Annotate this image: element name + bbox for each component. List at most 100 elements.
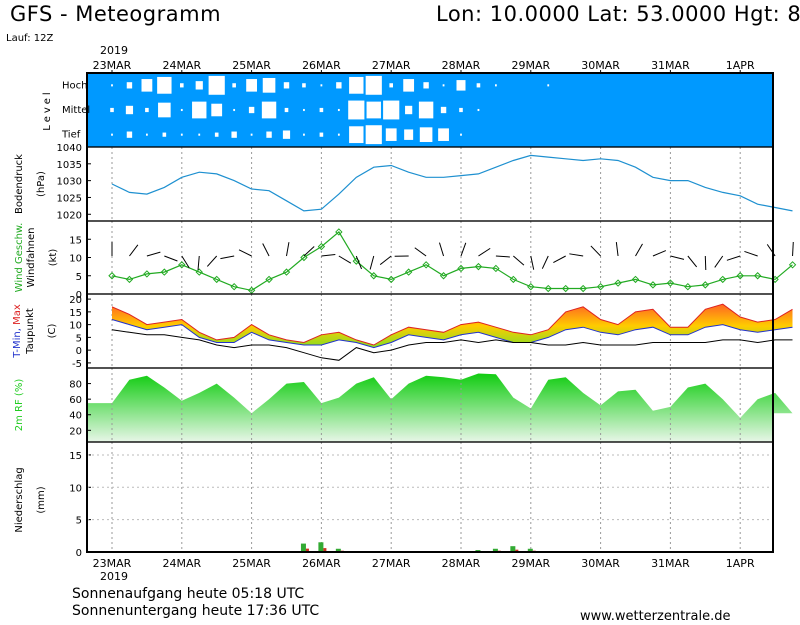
wind-speed-point-25 <box>544 284 552 293</box>
wind-barb-20 <box>460 242 467 257</box>
wind-speed-point-23 <box>509 275 518 284</box>
top-day-label-1: 24MAR <box>162 59 201 72</box>
wind-barb-3 <box>164 255 178 262</box>
cloud-cover-tief-8 <box>250 133 253 136</box>
top-day-label-7: 30MAR <box>581 59 620 72</box>
wind-barb-29 <box>615 242 619 257</box>
precip-bar-12 <box>318 542 324 552</box>
cloud-level-label-mittel: Mittel <box>62 105 90 116</box>
cloud-cover-mittel-9 <box>261 101 277 119</box>
wind-barb-5 <box>197 255 200 270</box>
cloud-cover-mittel-11 <box>303 108 305 112</box>
temp-max-line <box>111 303 793 346</box>
cloud-level-label-tief: Tief <box>61 130 81 141</box>
precip-ylabel2: (mm) <box>36 486 47 513</box>
model-run: Lauf: 12Z <box>6 33 54 44</box>
wind-speed-point-24 <box>527 282 535 291</box>
precip-bar-red-11 <box>305 548 309 552</box>
cloud-cover-mittel-21 <box>477 108 480 112</box>
wind-barb-1 <box>129 244 139 257</box>
temp-ylabel: T-Min, Max <box>12 304 23 359</box>
wind-speed-point-11 <box>300 253 308 262</box>
wind-speed-point-20 <box>457 264 465 273</box>
wind-speed-point-30 <box>631 275 640 284</box>
top-day-label-8: 31MAR <box>651 59 690 72</box>
cloud-cover-mittel-15 <box>366 101 381 119</box>
temp-range-fill <box>112 304 793 348</box>
top-day-label-3: 26MAR <box>302 59 341 72</box>
bottom-day-label-0: 23MAR <box>93 557 132 570</box>
wind-barb-25 <box>541 255 549 269</box>
cloud-cover-tief-11 <box>303 133 305 136</box>
wind-speed-point-14 <box>352 257 361 265</box>
cloud-cover-tief-7 <box>231 131 237 138</box>
cloud-cover-hoch-2 <box>141 79 153 92</box>
wind-speed-point-4 <box>178 261 186 269</box>
cloud-cover-hoch-11 <box>302 83 306 88</box>
humidity-ytick-2: 60 <box>69 395 82 406</box>
wind-speed-line <box>111 230 793 292</box>
cloud-cover-tief-0 <box>111 133 113 136</box>
cloud-cover-mittel-1 <box>125 105 134 115</box>
cloud-cover-mittel-0 <box>110 107 114 113</box>
bottom-day-label-8: 31MAR <box>651 557 690 570</box>
temperature-ytick-2: 5 <box>76 333 82 344</box>
top-day-label-6: 29MAR <box>511 59 550 72</box>
humidity-ytick-3: 80 <box>69 380 82 391</box>
website-link[interactable]: www.wetterzentrale.de <box>580 609 731 624</box>
bottom-day-label-1: 24MAR <box>162 557 201 570</box>
humidity-ytick-0: 20 <box>69 426 82 437</box>
cloud-cover-hoch-25 <box>547 84 550 87</box>
wind-speed-point-1 <box>125 275 134 284</box>
bottom-day-label-6: 29MAR <box>511 557 550 570</box>
wind-speed-point-19 <box>439 272 448 280</box>
dewpoint-line <box>111 329 793 361</box>
wind-barb-2 <box>146 251 161 257</box>
cloud-cover-mittel-10 <box>284 107 289 113</box>
cloud-cover-tief-4 <box>180 133 183 136</box>
wind-barb-15 <box>369 255 375 270</box>
wind-barb-39 <box>792 241 794 257</box>
cloud-cover-tief-6 <box>214 132 219 137</box>
temp-ylabel2: Taupunkt <box>25 308 36 355</box>
cloud-cover-tief-13 <box>337 133 340 136</box>
cloud-cover-hoch-16 <box>389 83 393 88</box>
wind-barb-6 <box>206 255 218 267</box>
page-title: GFS - Meteogramm <box>10 2 222 26</box>
cloud-cover-mittel-2 <box>145 107 149 113</box>
cloud-cover-mittel-16 <box>383 100 400 120</box>
wind-barb-19 <box>438 242 445 257</box>
cloud-cover-tief-17 <box>404 129 414 140</box>
wind-barb-7 <box>220 255 235 260</box>
cloud-cover-hoch-6 <box>208 75 225 95</box>
cloud-cover-hoch-8 <box>246 79 257 92</box>
cloud-cover-mittel-14 <box>348 100 365 120</box>
cloud-cover-tief-9 <box>266 131 272 138</box>
temp-ylabel-max: Max <box>12 304 23 328</box>
bottom-day-label-3: 26MAR <box>302 557 341 570</box>
top-day-label-9: 1APR <box>726 59 755 72</box>
wind-speed-point-39 <box>788 261 797 269</box>
cloud-cover-mittel-5 <box>192 101 207 119</box>
cloud-cover-tief-5 <box>198 133 201 136</box>
cloud-cover-tief-16 <box>385 128 397 141</box>
precip-bar-red-12 <box>323 548 327 552</box>
wind-speed-point-5 <box>195 268 203 276</box>
wind-speed-point-10 <box>282 268 291 276</box>
cloud-cover-mittel-7 <box>233 108 236 112</box>
bottom-day-label-7: 30MAR <box>581 557 620 570</box>
top-day-label-0: 23MAR <box>93 59 132 72</box>
wind-ytick-0: 0 <box>76 290 82 301</box>
bottom-day-label-2: 25MAR <box>232 557 271 570</box>
wind-speed-point-6 <box>212 275 221 284</box>
pressure-ytick-3: 1035 <box>57 160 82 171</box>
cloud-cover-hoch-1 <box>126 82 133 89</box>
wind-speed-point-21 <box>474 262 483 271</box>
precip-bar-23 <box>510 546 516 552</box>
precip-bar-11 <box>300 543 306 552</box>
wind-speed-point-8 <box>247 286 256 295</box>
wind-ylabel3: Windfahnen <box>26 228 37 288</box>
location-coordinates: Lon: 10.0000 Lat: 53.0000 Hgt: 8 <box>436 2 800 26</box>
cloud-cover-mittel-20 <box>459 107 463 113</box>
top-day-label-4: 27MAR <box>372 59 411 72</box>
